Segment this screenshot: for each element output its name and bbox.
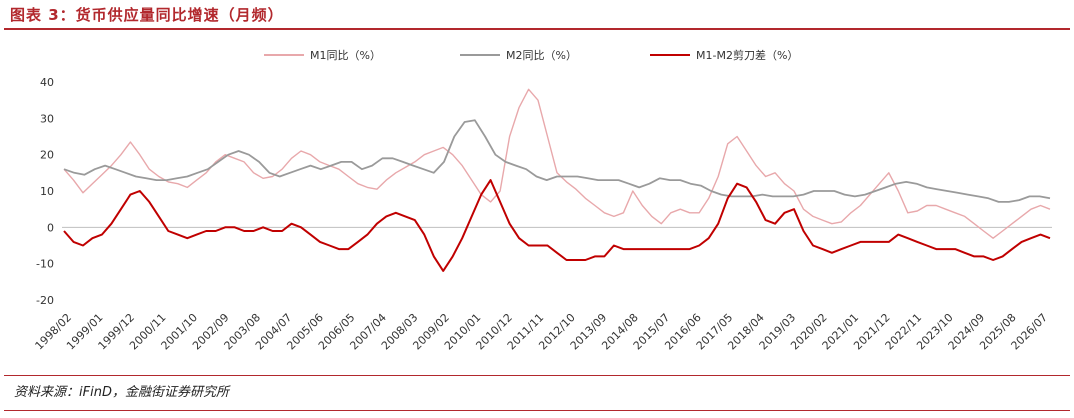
figure-title: 图表 3：货币供应量同比增速（月频）: [10, 6, 284, 24]
footer-rule: [4, 410, 1070, 411]
y-tick-label: -10: [36, 258, 54, 271]
y-tick-label: 30: [40, 112, 54, 125]
y-tick-label: 40: [40, 76, 54, 89]
plot-area: [63, 88, 1051, 272]
series-line-2: [63, 119, 1051, 203]
title-rule: [4, 28, 1070, 30]
series-line-1: [63, 88, 1051, 239]
chart-legend: M1同比（%） M2同比（%） M1-M2剪刀差（%）: [264, 48, 798, 62]
source-rule: [4, 375, 1070, 376]
series-line-3: [63, 179, 1051, 272]
y-tick-label: 20: [40, 149, 54, 162]
line-chart: M1同比（%） M2同比（%） M1-M2剪刀差（%） -20 -10 0 10 20 30 4…: [33, 48, 1052, 352]
y-tick-label: 0: [47, 221, 54, 234]
legend-label: M2同比（%）: [506, 49, 577, 62]
legend-label: M1-M2剪刀差（%）: [696, 48, 798, 62]
legend-label: M1同比（%）: [310, 49, 381, 62]
source-note: 资料来源：iFinD，金融街证券研究所: [14, 385, 229, 400]
y-tick-label: 10: [40, 185, 54, 198]
y-tick-label: -20: [36, 294, 54, 307]
y-axis: -20 -10 0 10 20 30 40: [36, 76, 54, 307]
